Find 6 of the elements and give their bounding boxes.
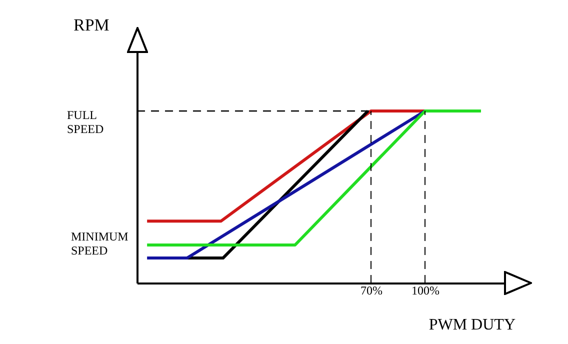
y-axis-title: RPM	[74, 16, 110, 34]
x-tick-label: 70%	[360, 284, 382, 298]
x-tick-label: 100%	[412, 284, 440, 298]
x-axis-title: PWM DUTY	[428, 316, 516, 334]
ref-line-label: FULL SPEED	[67, 108, 104, 136]
text: MINIMUM SPEED	[71, 230, 129, 258]
